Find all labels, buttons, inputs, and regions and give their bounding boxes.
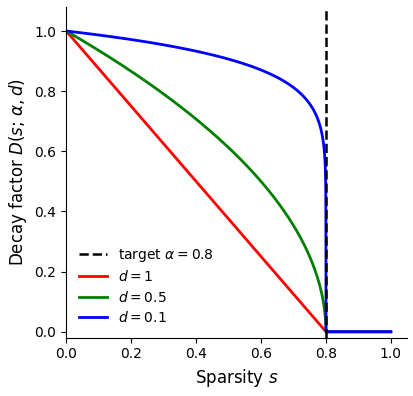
$d = 0.5$	[212, 133, 217, 138]
$d = 0.1$	[64, 29, 69, 33]
$d = 0.1$	[387, 329, 392, 334]
$d = 0.5$	[378, 329, 383, 334]
X-axis label: Sparsity $s$: Sparsity $s$	[195, 367, 278, 389]
Line: $d = 1$: $d = 1$	[66, 31, 390, 332]
$d = 0.1$	[80, 30, 85, 35]
$d = 0.5$	[221, 141, 226, 146]
$d = 0.5$	[378, 329, 383, 334]
$d = 1$	[318, 325, 323, 329]
$d = 1$	[221, 211, 226, 216]
$d = 0.5$	[318, 291, 323, 296]
$d = 0.5$	[80, 38, 85, 43]
$d = 1$	[80, 48, 85, 53]
Line: $d = 0.1$: $d = 0.1$	[66, 31, 390, 332]
Line: $d = 0.5$: $d = 0.5$	[66, 31, 390, 332]
$d = 0.5$	[64, 29, 69, 33]
$d = 1$	[378, 329, 383, 334]
$d = 0.1$	[212, 53, 217, 58]
$d = 0.1$	[318, 131, 323, 135]
$d = 1$	[387, 329, 392, 334]
$d = 0.1$	[323, 329, 328, 334]
$d = 0.5$	[387, 329, 392, 334]
Legend: target $\alpha = 0.8$, $d = 1$, $d = 0.5$, $d = 0.1$: target $\alpha = 0.8$, $d = 1$, $d = 0.5…	[73, 241, 218, 331]
$d = 1$	[212, 202, 217, 206]
$d = 1$	[378, 329, 383, 334]
$d = 0.5$	[323, 329, 328, 334]
$d = 1$	[323, 329, 328, 334]
Y-axis label: Decay factor $D(s;\, \alpha, d)$: Decay factor $D(s;\, \alpha, d)$	[7, 78, 29, 267]
$d = 0.1$	[378, 329, 383, 334]
$d = 0.1$	[378, 329, 383, 334]
$d = 0.1$	[221, 55, 226, 60]
$d = 1$	[64, 29, 69, 33]
